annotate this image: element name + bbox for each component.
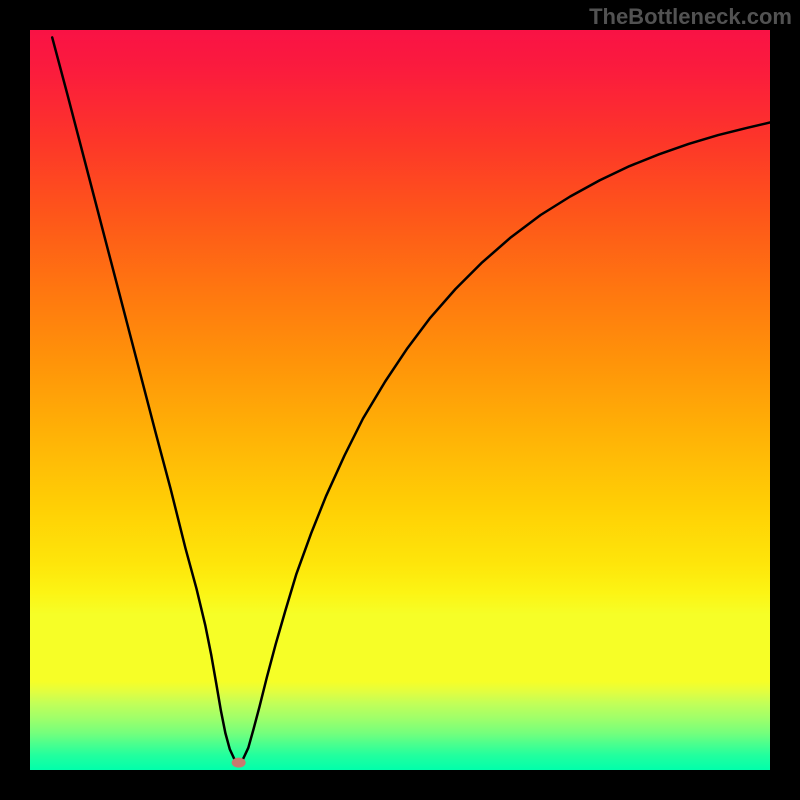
attribution-text: TheBottleneck.com (589, 4, 792, 30)
chart-plot-area (30, 30, 770, 770)
chart-svg (30, 30, 770, 770)
min-marker (232, 758, 246, 768)
chart-background (30, 30, 770, 770)
